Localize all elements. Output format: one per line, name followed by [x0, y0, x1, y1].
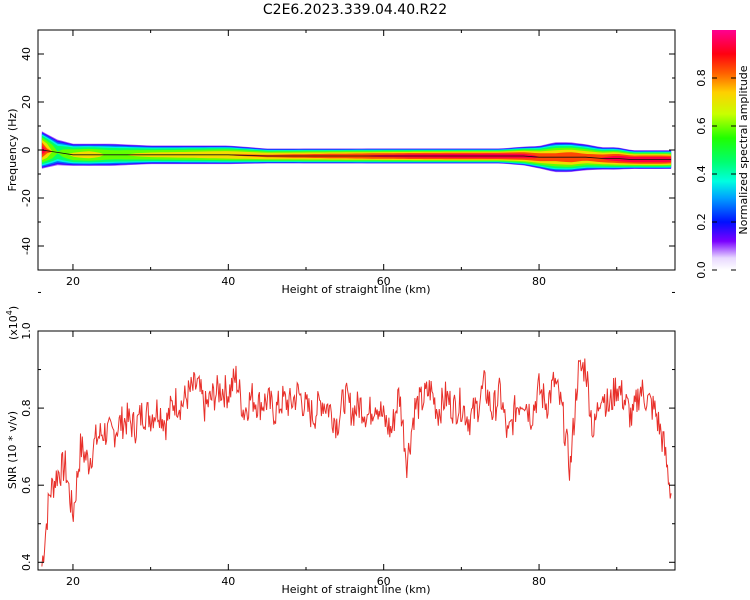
colorbar-tick-label: 0.8 [695, 69, 708, 87]
heatmap-y-axis-label: Frequency (Hz) [6, 109, 19, 192]
heatmap-x-tick-label: 80 [532, 275, 546, 288]
snr-y-tick-label: 0.6 [20, 476, 33, 494]
heatmap-y-tick-label: 0 [20, 147, 33, 154]
snr-y-multiplier: (x104) [5, 306, 20, 340]
snr-series-line [41, 358, 672, 567]
snr-multiplier-exponent: 4 [5, 310, 14, 315]
colorbar-label: Normalized spectral amplitude [737, 65, 750, 234]
snr-y-tick-label: 0.8 [20, 399, 33, 417]
heatmap-x-axis-label: Height of straight line (km) [281, 283, 430, 296]
heatmap-panel: 20 40 60 80 -40 -20 0 20 40 Height of straight … [6, 29, 676, 296]
svg-text:(x104): (x104) [5, 306, 20, 340]
snr-x-tick-label: 80 [532, 575, 546, 588]
snr-multiplier-base: (x10 [7, 315, 20, 340]
colorbar-tick-label: 0.4 [695, 165, 708, 183]
heatmap-marks [41, 131, 672, 173]
snr-y-tick-label: 0.4 [20, 554, 33, 572]
heatmap-ridge-line [41, 149, 672, 161]
colorbar-ticks: 0.0 0.2 0.4 0.6 0.8 [695, 69, 736, 279]
snr-y-axis: 0.4 0.6 0.8 1.0 [20, 291, 675, 572]
heatmap-y-axis: -40 -20 0 20 40 [20, 29, 675, 271]
colorbar-tick-label: 0.2 [695, 213, 708, 231]
heatmap-x-tick-label: 40 [221, 275, 235, 288]
heatmap-y-tick-label: -20 [20, 189, 33, 207]
colorbar-tick-label: 0.0 [695, 261, 708, 279]
snr-y-axis-label: SNR (10 * v/v) [6, 411, 19, 489]
heatmap-y-tick-label: -40 [20, 237, 33, 255]
snr-background [38, 331, 675, 570]
snr-x-axis: 20 40 60 80 [66, 331, 618, 588]
colorbar-tick-label: 0.6 [695, 117, 708, 135]
snr-y-tick-label: 1.0 [20, 322, 33, 340]
snr-series [41, 358, 672, 567]
heatmap-contour-level-7 [41, 142, 672, 164]
heatmap-x-axis: 20 40 60 80 [66, 30, 618, 288]
heatmap-contour-level-8 [41, 145, 672, 163]
heatmap-x-tick-label: 60 [377, 275, 391, 288]
figure-title: C2E6.2023.339.04.40.R22 [263, 2, 447, 18]
heatmap-y-tick-label: 40 [20, 47, 33, 61]
colorbar-gradient [712, 30, 736, 270]
heatmap-y-tick-label: 20 [20, 95, 33, 109]
snr-frame [37, 330, 676, 571]
snr-panel: 20 40 60 80 0.4 0.6 0.8 1.0 Height of straight… [5, 291, 676, 596]
snr-x-axis-label: Height of straight line (km) [281, 583, 430, 596]
snr-x-tick-label: 40 [221, 575, 235, 588]
heatmap-x-tick-label: 20 [66, 275, 80, 288]
snr-x-tick-label: 60 [377, 575, 391, 588]
snr-x-tick-label: 20 [66, 575, 80, 588]
colorbar: 0.0 0.2 0.4 0.6 0.8 Normalized spectral ampl… [695, 30, 750, 279]
